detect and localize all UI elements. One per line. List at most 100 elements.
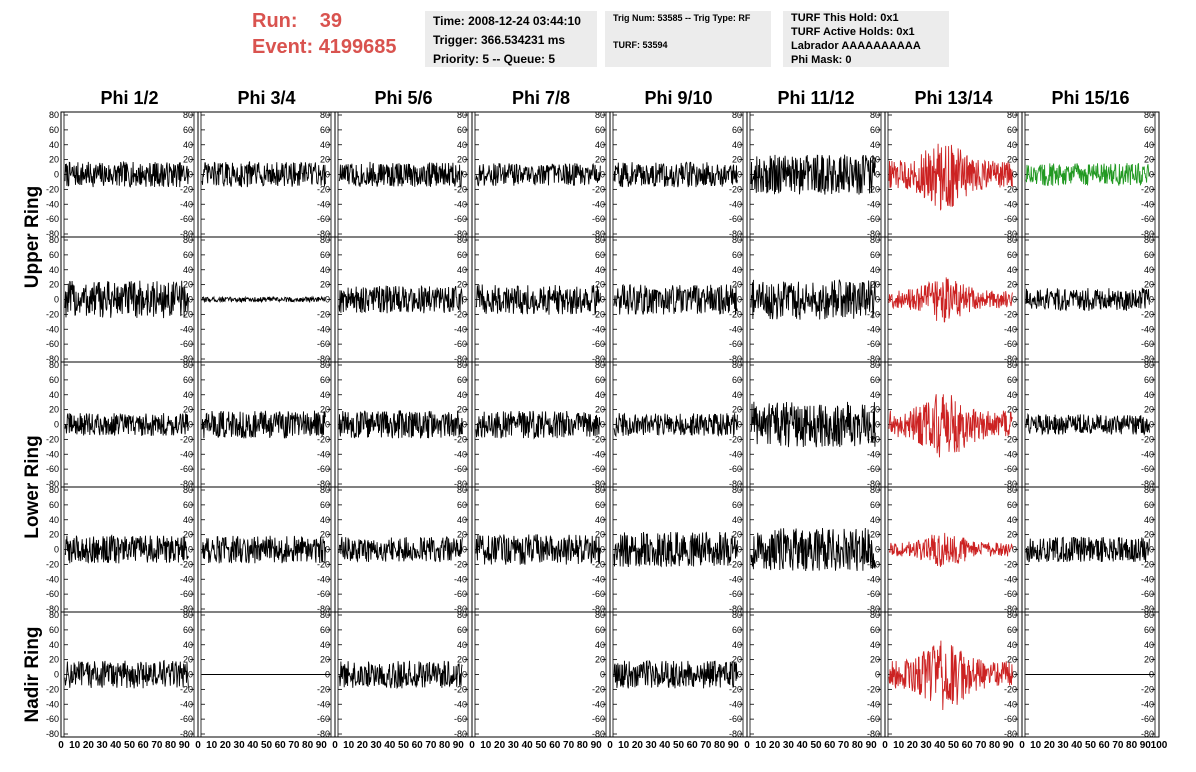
y-tick-label: 60	[49, 125, 59, 135]
y-tick-label: -20	[1141, 434, 1154, 444]
y-tick-label: -60	[1141, 339, 1154, 349]
ring-label: Nadir Ring	[22, 626, 43, 722]
x-tick-label: 20	[907, 740, 919, 751]
y-tick-label: 40	[320, 140, 330, 150]
y-tick-label: 60	[732, 250, 742, 260]
x-tick-label: 30	[97, 740, 109, 751]
y-tick-label: 60	[595, 250, 605, 260]
y-tick-label: 0	[325, 545, 330, 555]
x-tick-label: 90	[316, 740, 328, 751]
y-tick-label: 80	[870, 110, 880, 120]
y-tick-label: 20	[732, 155, 742, 165]
y-tick-label: 40	[183, 265, 193, 275]
y-tick-label: -40	[46, 199, 59, 209]
y-tick-label: -60	[1004, 464, 1017, 474]
waveform-trace	[1025, 163, 1150, 187]
waveform-trace	[750, 154, 876, 195]
y-tick-label: -40	[867, 699, 880, 709]
x-tick-label: 60	[824, 740, 836, 751]
y-tick-label: 80	[870, 235, 880, 245]
waveform-trace	[64, 160, 189, 188]
x-tick-label: 30	[371, 740, 383, 751]
x-tick-label: 60	[412, 740, 424, 751]
time-text: Time: 2008-12-24 03:44:10	[433, 14, 581, 28]
y-tick-label: -40	[592, 449, 605, 459]
y-tick-label: 80	[183, 610, 193, 620]
x-tick-label: 10	[69, 740, 81, 751]
trigger-info-box: Trig Num: 53585 -- Trig Type: RF TURF: 5…	[605, 11, 771, 67]
y-tick-label: -60	[1004, 339, 1017, 349]
y-tick-label: -20	[46, 434, 59, 444]
y-tick-label: 0	[54, 670, 59, 680]
y-tick-label: 80	[732, 360, 742, 370]
y-tick-label: -80	[867, 604, 880, 614]
y-tick-label: -40	[454, 199, 467, 209]
y-tick-label: 80	[732, 110, 742, 120]
y-tick-label: -80	[317, 479, 330, 489]
waveform-trace	[888, 394, 1013, 458]
y-tick-label: 40	[1144, 390, 1154, 400]
y-tick-label: 60	[1007, 125, 1017, 135]
y-tick-label: 80	[1007, 360, 1017, 370]
x-tick-label: 20	[769, 740, 781, 751]
y-tick-label: -40	[729, 199, 742, 209]
x-tick-label: 0	[195, 740, 201, 751]
y-tick-label: 60	[320, 125, 330, 135]
x-tick-label: 0	[469, 740, 475, 751]
y-tick-label: 20	[1007, 405, 1017, 415]
y-tick-label: -60	[46, 589, 59, 599]
y-tick-label: 60	[320, 500, 330, 510]
y-tick-label: 0	[325, 295, 330, 305]
x-tick-label: 40	[1071, 740, 1083, 751]
y-tick-label: 80	[183, 235, 193, 245]
y-tick-label: 80	[183, 110, 193, 120]
y-tick-label: 20	[1144, 155, 1154, 165]
y-tick-label: -60	[729, 214, 742, 224]
y-tick-label: -40	[454, 324, 467, 334]
y-tick-label: 20	[1007, 655, 1017, 665]
run-row: Run: 39	[252, 8, 397, 34]
y-tick-label: 80	[732, 610, 742, 620]
y-tick-label: 60	[1007, 250, 1017, 260]
waveform-trace	[475, 410, 601, 440]
y-tick-label: 20	[457, 655, 467, 665]
y-tick-label: -20	[729, 434, 742, 444]
y-tick-label: 40	[870, 390, 880, 400]
y-tick-label: -80	[729, 729, 742, 739]
y-tick-label: -60	[729, 339, 742, 349]
trigger-text: Trigger: 366.534231 ms	[433, 33, 566, 47]
y-tick-label: 40	[320, 265, 330, 275]
y-tick-label: 80	[1007, 235, 1017, 245]
x-tick-label: 0	[607, 740, 613, 751]
y-tick-label: 40	[870, 265, 880, 275]
x-tick-label: 20	[494, 740, 506, 751]
y-tick-label: 60	[49, 500, 59, 510]
y-tick-label: -20	[454, 559, 467, 569]
y-tick-label: 40	[183, 640, 193, 650]
y-tick-label: 60	[732, 375, 742, 385]
y-tick-label: 40	[457, 390, 467, 400]
y-tick-label: -80	[180, 729, 193, 739]
y-tick-label: 80	[457, 360, 467, 370]
y-tick-label: 20	[1007, 530, 1017, 540]
y-tick-label: -20	[317, 184, 330, 194]
y-tick-label: -60	[317, 339, 330, 349]
event-value: 4199685	[318, 36, 397, 58]
y-tick-label: -20	[1004, 684, 1017, 694]
y-tick-label: -80	[592, 229, 605, 239]
column-header: Phi 11/12	[777, 88, 854, 108]
y-tick-label: 60	[457, 500, 467, 510]
y-tick-label: 40	[320, 390, 330, 400]
column-header: Phi 3/4	[237, 88, 295, 108]
waveform-trace	[888, 143, 1013, 211]
y-tick-label: -40	[867, 199, 880, 209]
y-tick-label: 0	[188, 420, 193, 430]
run-event-box: Run: 39 Event: 4199685	[252, 8, 397, 60]
x-tick-label: 10	[618, 740, 630, 751]
x-tick-label: 80	[302, 740, 314, 751]
y-tick-label: -40	[454, 699, 467, 709]
y-tick-label: 80	[870, 610, 880, 620]
y-tick-label: 40	[1007, 390, 1017, 400]
x-tick-label: 30	[1058, 740, 1070, 751]
